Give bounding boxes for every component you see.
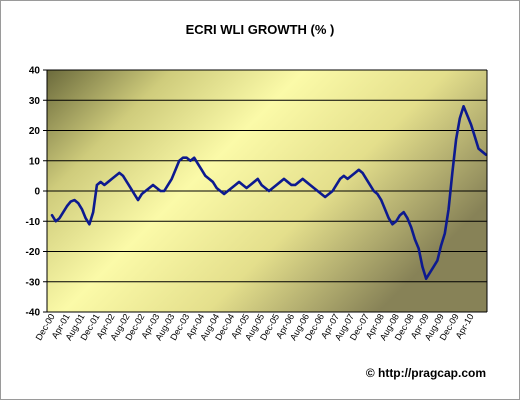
y-tick-label: 10 (29, 156, 41, 167)
y-tick-label: -30 (26, 277, 41, 288)
y-tick-label: -40 (26, 308, 41, 319)
y-tick-label: -10 (26, 217, 41, 228)
y-tick-label: 20 (29, 126, 41, 137)
y-tick-label: 30 (29, 96, 41, 107)
y-tick-label: 0 (34, 187, 40, 198)
y-tick-label: 40 (29, 66, 41, 77)
y-axis-tick-labels: -40 -30 -20 -10 0 10 20 30 40 (26, 66, 41, 319)
gridlines (43, 69, 487, 313)
chart-title: ECRI WLI GROWTH (% ) (186, 22, 335, 37)
y-tick-label: -20 (26, 247, 41, 258)
series-layer (50, 105, 488, 281)
series-line-0 (50, 105, 488, 281)
watermark-credit: © http://pragcap.com (366, 366, 486, 380)
